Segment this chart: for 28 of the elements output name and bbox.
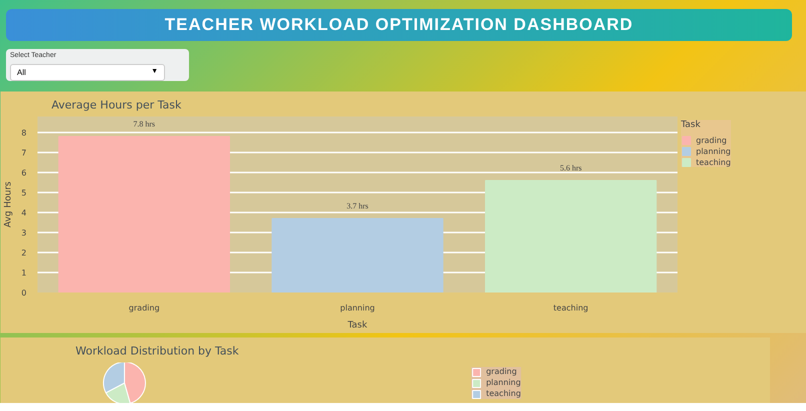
chart-title: Average Hours per Task [52,98,182,112]
legend-label: planning [696,146,731,156]
legend-label: grading [696,135,727,145]
legend-label: grading [486,366,517,376]
y-tick-label: 8 [21,128,27,138]
x-tick-label: grading [128,304,160,312]
y-tick-label: 2 [21,248,27,258]
x-axis-title: Task [346,320,368,330]
legend-title: Task [681,120,702,130]
legend-label: planning [486,378,521,388]
legend-label: teaching [696,157,731,167]
y-tick-label: 6 [21,168,27,178]
y-tick-label: 7 [21,148,27,158]
data-label: 7.8 hrs [133,120,156,128]
y-tick-label: 1 [21,268,27,278]
y-tick-label: 5 [21,188,27,198]
text: TEACHER WORKLOAD OPTIMIZATION DASHBOARD [164,14,634,36]
text: All [17,67,26,78]
x-tick-label: teaching [553,304,588,312]
y-tick-label: 0 [21,288,27,298]
data-label: 3.7 hrs [346,202,368,210]
y-tick-label: 3 [21,228,27,238]
chart-title: Workload Distribution by Task [76,344,240,358]
data-label: 5.6 hrs [560,164,582,172]
legend-label: teaching [486,388,521,398]
x-tick-label: planning [340,304,375,312]
y-axis-title: Avg Hours [3,181,14,228]
y-tick-label: 4 [21,208,27,218]
